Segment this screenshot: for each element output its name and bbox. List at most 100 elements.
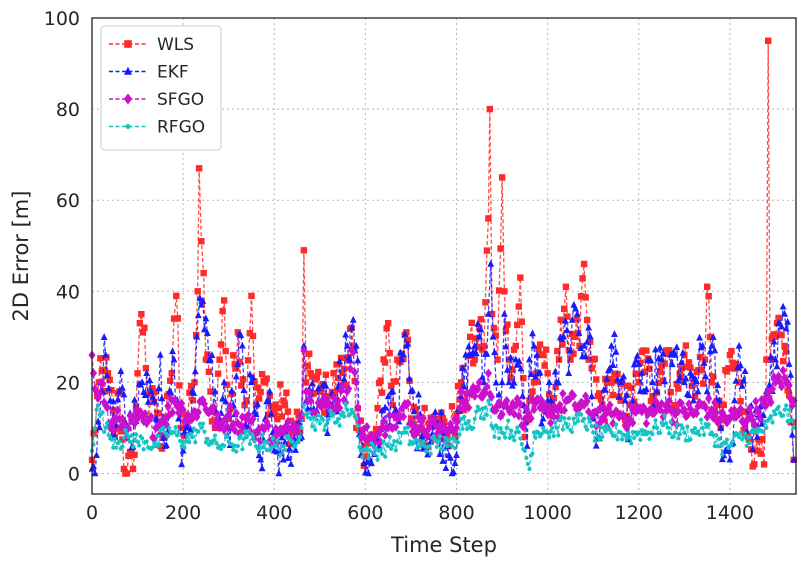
point-ekf [401,330,409,337]
point-wls [119,436,126,443]
point-sfgo [264,421,272,431]
point-rfgo [434,444,439,450]
point-rfgo [585,427,590,432]
point-wls [254,384,261,391]
point-ekf [365,469,372,477]
point-ekf [436,450,444,457]
point-rfgo [167,425,172,431]
point-sfgo [416,423,424,433]
point-rfgo [256,449,262,455]
point-wls [738,408,746,415]
point-rfgo [390,443,395,448]
point-ekf [181,427,189,435]
point-wls [552,383,559,391]
point-wls [479,346,486,353]
point-wls [554,347,561,355]
point-ekf [617,378,624,386]
point-ekf [709,333,717,340]
point-wls [678,365,685,372]
point-rfgo [457,432,462,437]
point-rfgo [683,438,688,443]
point-sfgo [335,403,344,413]
point-wls [272,401,279,408]
point-sfgo [354,402,362,413]
point-sfgo [767,397,775,408]
point-rfgo [591,430,596,435]
point-ekf [200,325,208,333]
point-rfgo [729,442,734,448]
point-sfgo [650,408,658,419]
point-rfgo [404,430,409,435]
point-ekf [603,374,611,382]
point-wls [441,418,448,425]
point-ekf [536,368,544,376]
point-rfgo [519,442,524,447]
point-wls [664,350,671,358]
point-sfgo [677,398,685,409]
point-wls [775,314,782,322]
point-sfgo [437,425,445,436]
point-wls [174,315,182,322]
point-sfgo [674,406,682,417]
point-ekf [580,341,588,349]
point-ekf [575,329,583,336]
point-wls [763,356,770,363]
point-ekf [208,351,216,359]
point-wls [136,319,144,327]
point-sfgo [498,409,506,419]
point-wls [246,329,253,337]
point-wls [275,404,283,412]
point-rfgo [676,436,681,441]
legend-label-ekf: EKF [157,63,189,83]
point-ekf [487,259,495,267]
point-ekf [439,457,447,464]
point-rfgo [490,425,496,431]
point-sfgo [468,389,476,399]
point-rfgo [492,434,497,439]
x-tick-label: 600 [347,502,383,524]
point-wls [557,316,564,323]
point-ekf [381,403,389,411]
point-sfgo [654,401,663,411]
point-wls [647,397,655,405]
point-rfgo [219,446,224,452]
point-sfgo [460,403,468,413]
point-rfgo [95,403,101,408]
point-ekf [222,397,230,405]
point-sfgo [249,414,257,424]
point-wls [649,392,656,400]
point-rfgo [307,410,312,415]
point-sfgo [118,414,126,424]
point-rfgo [747,440,752,446]
point-ekf [453,451,460,459]
point-ekf [517,364,525,372]
point-wls [708,379,715,386]
point-sfgo [598,414,606,424]
point-wls [529,388,536,395]
point-rfgo [366,456,371,461]
point-rfgo [641,432,646,437]
point-wls [389,401,396,409]
point-rfgo [764,425,769,431]
point-wls [732,360,740,368]
point-ekf [702,372,710,380]
point-sfgo [320,392,328,402]
point-ekf [150,396,158,404]
point-sfgo [462,395,470,406]
point-wls [280,397,287,404]
point-wls [486,105,493,113]
point-ekf [676,373,684,380]
point-wls [453,411,460,418]
point-ekf [266,387,274,395]
point-ekf [342,330,350,338]
point-wls [392,378,399,385]
point-ekf [384,392,392,400]
point-rfgo [234,449,239,454]
point-wls [696,353,704,361]
point-rfgo [310,424,315,429]
point-rfgo [623,433,628,438]
point-sfgo [553,405,561,415]
point-wls [643,347,650,354]
point-wls [342,381,349,389]
point-wls [781,342,788,350]
